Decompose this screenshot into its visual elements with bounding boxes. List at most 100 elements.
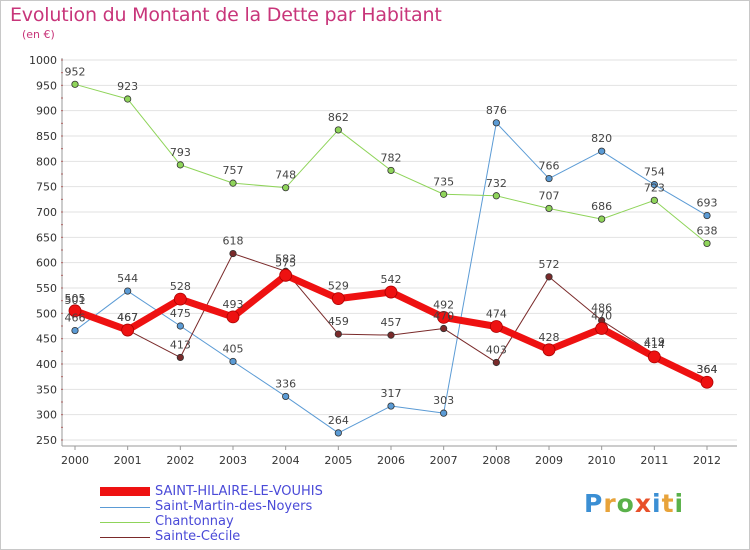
data-label: 723 [644,181,665,194]
legend-item-chantonnay: Chantonnay [100,514,420,530]
legend-label: Saint-Martin-des-Noyers [155,499,313,514]
x-tick-label: 2002 [166,454,194,467]
data-label: 754 [644,166,665,179]
data-point [71,80,79,88]
legend-label: Sainte-Cécile [155,529,241,544]
data-label: 492 [433,298,454,311]
data-label: 529 [328,280,349,293]
data-point [229,357,237,366]
data-point [229,179,237,187]
y-tick-label: 800 [36,155,57,168]
data-label: 757 [223,164,244,177]
data-point [334,126,342,134]
data-label: 862 [328,111,349,124]
data-label: 707 [539,189,560,202]
data-point [334,330,342,338]
data-label: 782 [381,151,402,164]
data-label: 820 [591,132,612,145]
data-point [173,292,187,306]
data-label: 493 [223,298,244,311]
data-label: 466 [65,312,86,325]
data-label: 470 [591,310,612,323]
data-label: 364 [697,363,718,376]
x-tick-label: 2012 [693,454,721,467]
data-point [542,343,556,357]
data-point [489,320,503,333]
data-point [440,190,448,198]
data-point [121,323,135,337]
data-label: 405 [223,342,244,355]
y-tick-label: 850 [36,130,57,143]
x-tick-label: 2004 [272,454,300,467]
data-point [387,331,395,339]
data-label: 470 [433,310,454,323]
legend-swatch [100,507,150,508]
logo-letter: o [616,489,635,518]
data-label: 572 [539,258,560,271]
data-label: 457 [381,316,402,329]
data-point [229,249,237,258]
x-tick-label: 2000 [61,454,89,467]
data-point [176,353,184,362]
data-label: 459 [328,315,349,328]
data-label: 876 [486,104,507,117]
y-tick-label: 900 [36,105,57,118]
y-tick-label: 1000 [29,54,57,67]
data-point [226,310,240,324]
data-point [545,273,553,281]
data-point [545,174,553,183]
data-label: 336 [275,377,296,390]
logo-letter: r [603,489,617,518]
y-tick-label: 700 [36,206,57,219]
data-point [700,375,714,389]
data-label: 303 [433,394,454,407]
data-label: 544 [117,272,138,285]
data-point [124,287,132,295]
y-tick-label: 950 [36,79,57,92]
data-label: 501 [65,294,86,307]
y-tick-label: 750 [36,181,57,194]
data-label: 748 [275,169,296,182]
data-point [176,161,184,169]
data-label: 528 [170,280,191,293]
data-point [331,292,345,306]
data-label: 467 [117,311,138,324]
legend-swatch [100,522,150,523]
y-tick-label: 350 [36,383,57,396]
data-point [334,429,342,437]
data-point [71,326,79,335]
y-tick-label: 650 [36,231,57,244]
data-point [384,285,398,299]
data-label: 505 [65,292,86,305]
x-tick-label: 2001 [114,454,142,467]
x-tick-label: 2009 [535,454,563,467]
x-tick-label: 2006 [377,454,405,467]
data-label: 793 [170,146,191,159]
logo-letter: P [584,489,604,518]
y-tick-label: 300 [36,409,57,422]
x-tick-label: 2008 [482,454,510,467]
y-tick-label: 400 [36,358,57,371]
data-label: 542 [381,273,402,286]
logo-letter: i [674,489,685,518]
data-point [492,119,500,127]
logo-letter: x [634,489,652,518]
data-point [440,409,448,417]
x-tick-label: 2007 [430,454,458,467]
legend-label: Chantonnay [155,514,234,529]
x-tick-label: 2011 [640,454,668,467]
data-label: 923 [117,80,138,93]
proxiti-logo: Proxiti [584,489,684,518]
data-point [437,310,451,324]
data-label: 403 [486,343,507,356]
chart-title: Evolution du Montant de la Dette par Hab… [10,4,442,26]
data-point [492,358,500,367]
legend-swatch [100,537,150,538]
data-label: 583 [275,252,296,265]
data-label: 467 [117,311,138,324]
legend-swatch [100,487,150,496]
data-point [650,181,658,189]
data-label: 952 [65,65,86,78]
